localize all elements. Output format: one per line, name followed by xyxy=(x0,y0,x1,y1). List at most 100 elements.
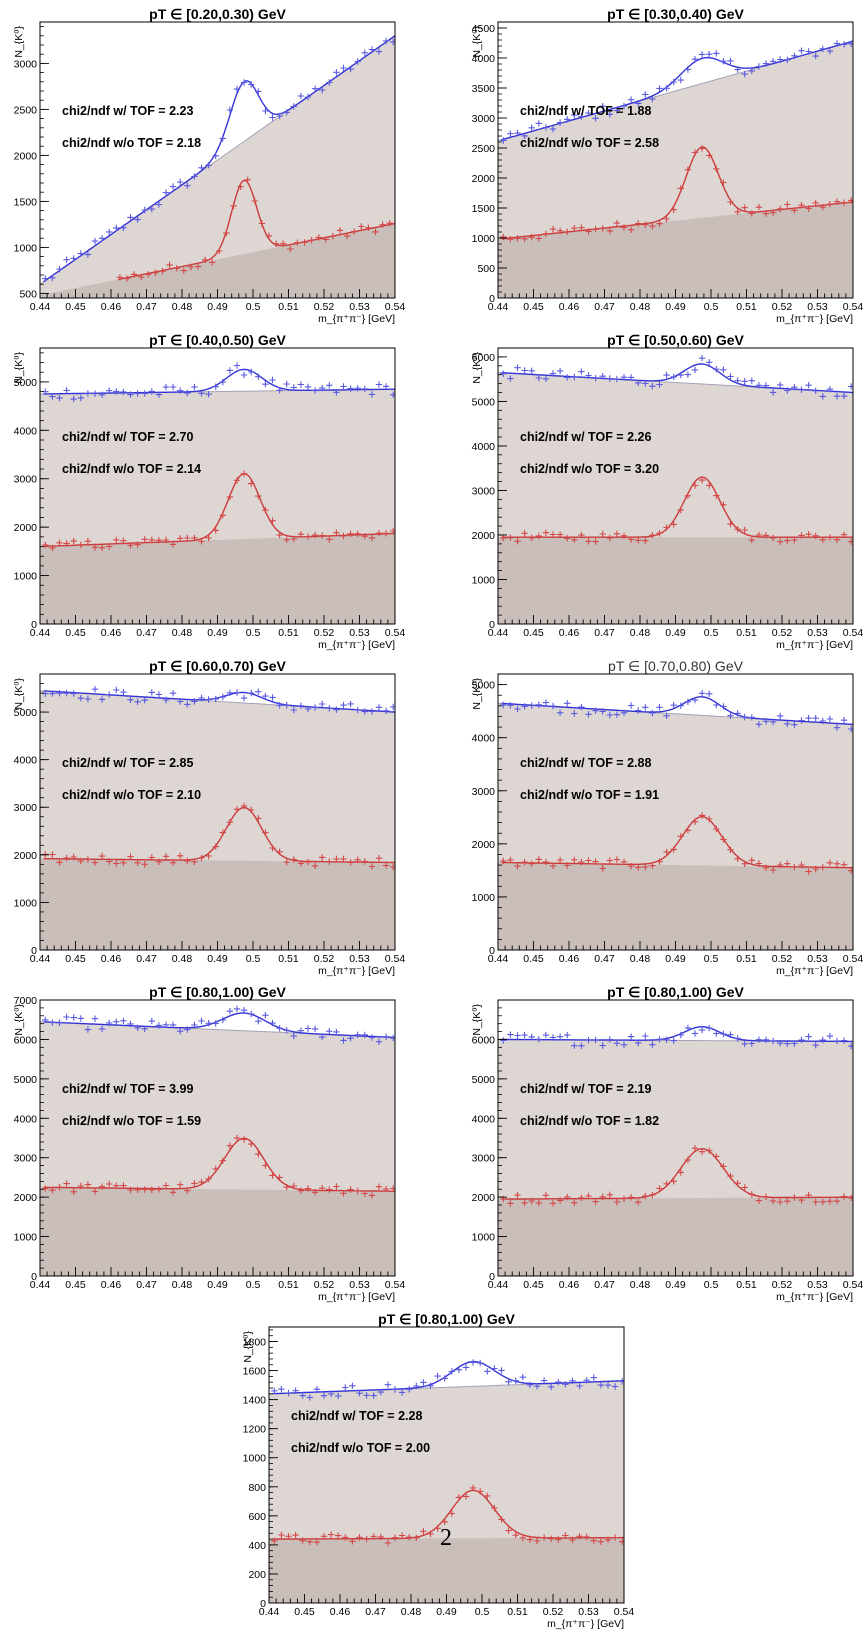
data-point-with-tof xyxy=(63,256,70,263)
data-point-without-tof xyxy=(368,1192,376,1199)
data-point-with-tof xyxy=(477,1359,484,1367)
x-tick-label: 0.49 xyxy=(665,1279,686,1291)
data-point-with-tof xyxy=(535,120,542,127)
data-point-with-tof xyxy=(549,1034,557,1041)
data-point-without-tof xyxy=(791,536,798,544)
data-point-with-tof xyxy=(297,1027,305,1034)
data-point-with-tof xyxy=(613,1040,621,1047)
data-point-without-tof xyxy=(769,1197,777,1205)
data-point-with-tof xyxy=(177,1028,184,1035)
data-point-with-tof xyxy=(269,694,276,701)
data-point-without-tof xyxy=(248,480,255,487)
x-tick-label: 0.54 xyxy=(385,953,406,965)
data-point-with-tof xyxy=(340,64,347,72)
background-region-lower xyxy=(40,533,395,624)
data-point-without-tof xyxy=(833,1197,841,1205)
data-point-without-tof xyxy=(191,1180,198,1187)
x-tick-label: 0.54 xyxy=(614,1606,635,1618)
data-point-with-tof xyxy=(840,1037,848,1044)
data-point-without-tof xyxy=(212,1165,219,1173)
data-point-without-tof xyxy=(670,521,677,528)
data-point-without-tof xyxy=(556,227,564,234)
data-point-with-tof xyxy=(311,85,319,92)
data-point-without-tof xyxy=(549,1200,557,1207)
data-point-without-tof xyxy=(578,531,585,539)
data-point-without-tof xyxy=(784,1198,791,1205)
data-point-without-tof xyxy=(340,855,347,863)
data-point-with-tof xyxy=(691,696,699,704)
y-tick-label: 3000 xyxy=(472,485,496,497)
data-point-without-tof xyxy=(248,1140,255,1148)
data-point-with-tof xyxy=(798,717,805,724)
data-point-without-tof xyxy=(762,864,770,871)
data-point-with-tof xyxy=(720,58,727,65)
data-point-with-tof xyxy=(812,387,819,394)
data-point-with-tof xyxy=(590,1374,597,1381)
data-point-with-tof xyxy=(283,380,290,388)
x-tick-label: 0.46 xyxy=(330,1606,351,1618)
data-point-with-tof xyxy=(91,686,99,693)
data-point-without-tof xyxy=(500,534,507,542)
data-point-without-tof xyxy=(127,1186,134,1194)
data-point-without-tof xyxy=(578,224,585,231)
data-point-without-tof xyxy=(564,228,571,235)
data-point-with-tof xyxy=(98,391,106,398)
x-tick-label: 0.49 xyxy=(665,627,686,639)
data-point-with-tof xyxy=(98,1025,106,1033)
data-point-without-tof xyxy=(798,1196,805,1204)
data-point-without-tof xyxy=(379,221,386,228)
x-tick-label: 0.5 xyxy=(704,1279,719,1291)
x-tick-label: 0.48 xyxy=(630,301,651,313)
data-point-without-tof xyxy=(571,1199,578,1206)
data-point-without-tof xyxy=(656,858,663,865)
data-point-with-tof xyxy=(184,1026,191,1033)
data-point-with-tof xyxy=(212,383,219,390)
data-point-without-tof xyxy=(113,860,120,867)
data-point-with-tof xyxy=(848,725,853,733)
data-point-without-tof xyxy=(755,204,763,211)
y-tick-label: 0 xyxy=(489,1271,495,1283)
x-tick-label: 0.52 xyxy=(772,627,793,639)
data-point-with-tof xyxy=(311,1025,319,1033)
y-axis-label: N_{K⁰} xyxy=(471,1004,483,1036)
data-point-without-tof xyxy=(798,202,805,209)
data-point-without-tof xyxy=(684,1156,692,1164)
plot-area xyxy=(40,362,395,624)
data-point-with-tof xyxy=(127,391,134,398)
data-point-with-tof xyxy=(262,107,269,115)
y-tick-label: 2000 xyxy=(472,530,496,542)
data-point-without-tof xyxy=(152,269,159,276)
chi2-without-tof-label: chi2/ndf w/o TOF = 1.91 xyxy=(520,788,659,802)
data-point-with-tof xyxy=(354,706,361,714)
data-point-without-tof xyxy=(670,846,677,853)
data-point-with-tof xyxy=(826,386,834,393)
data-point-with-tof xyxy=(514,1032,521,1039)
data-point-with-tof xyxy=(542,124,550,131)
data-point-with-tof xyxy=(262,1012,269,1019)
data-point-with-tof xyxy=(769,718,777,726)
y-tick-label: 0 xyxy=(31,945,37,957)
x-tick-label: 0.5 xyxy=(704,301,719,313)
data-point-with-tof xyxy=(77,250,84,257)
data-point-without-tof xyxy=(791,207,798,214)
data-point-without-tof xyxy=(354,530,361,537)
chi2-with-tof-label: chi2/ndf w/ TOF = 2.28 xyxy=(291,1409,422,1423)
data-point-without-tof xyxy=(635,1199,642,1206)
data-point-with-tof xyxy=(649,95,656,103)
data-point-without-tof xyxy=(741,204,748,211)
data-point-without-tof xyxy=(840,861,848,868)
y-tick-label: 1200 xyxy=(243,1424,267,1436)
x-tick-label: 0.47 xyxy=(136,953,157,965)
y-tick-label: 1000 xyxy=(14,571,38,583)
data-point-with-tof xyxy=(819,1036,826,1044)
data-point-without-tof xyxy=(826,534,834,541)
data-point-with-tof xyxy=(805,382,812,389)
data-point-without-tof xyxy=(127,853,134,860)
x-tick-label: 0.44 xyxy=(488,953,509,965)
data-point-without-tof xyxy=(606,857,613,864)
data-point-with-tof xyxy=(762,382,770,389)
x-axis-label: m_{π⁺π⁻} [GeV] xyxy=(776,313,853,325)
data-point-without-tof xyxy=(562,1532,569,1539)
y-tick-label: 500 xyxy=(19,288,37,300)
data-point-with-tof xyxy=(384,1381,392,1388)
